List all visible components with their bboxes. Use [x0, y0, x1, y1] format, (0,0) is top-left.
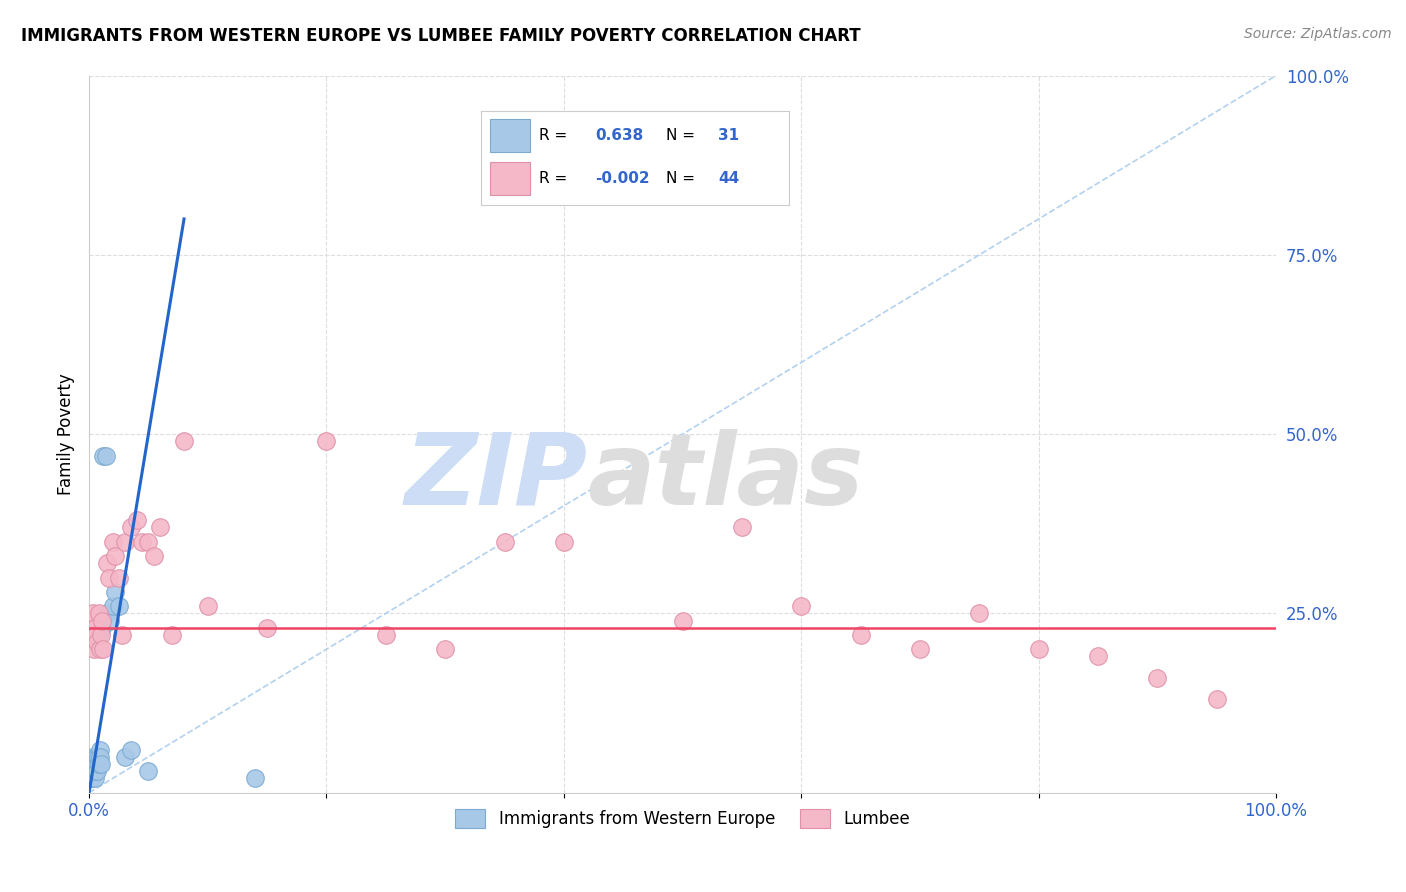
Point — [87, 749, 110, 764]
Text: IMMIGRANTS FROM WESTERN EUROPE VS LUMBEE FAMILY POVERTY CORRELATION CHART: IMMIGRANTS FROM WESTERN EUROPE VS LUMBEE… — [21, 27, 860, 45]
Legend: Immigrants from Western Europe, Lumbee: Immigrants from Western Europe, Lumbee — [449, 802, 917, 835]
Point — [79, 628, 101, 642]
Point — [101, 599, 124, 614]
Point — [83, 756, 105, 771]
Point — [84, 772, 107, 786]
Text: atlas: atlas — [588, 429, 865, 525]
Point — [149, 520, 172, 534]
Point — [82, 607, 104, 621]
Point — [91, 614, 114, 628]
Point — [1146, 671, 1168, 685]
Point — [138, 534, 160, 549]
Point — [96, 607, 118, 621]
Point — [84, 628, 107, 642]
Point — [114, 749, 136, 764]
Point — [1205, 692, 1227, 706]
Point — [197, 599, 219, 614]
Text: ZIP: ZIP — [405, 429, 588, 525]
Point — [671, 614, 693, 628]
Point — [98, 570, 121, 584]
Point — [104, 585, 127, 599]
Point — [86, 635, 108, 649]
Point — [120, 742, 142, 756]
Point — [138, 764, 160, 779]
Point — [111, 628, 134, 642]
Point — [107, 599, 129, 614]
Point — [82, 749, 104, 764]
Point — [256, 621, 278, 635]
Point — [86, 756, 108, 771]
Point — [94, 449, 117, 463]
Point — [120, 520, 142, 534]
Point — [374, 628, 396, 642]
Point — [87, 756, 110, 771]
Point — [434, 642, 457, 657]
Point — [104, 549, 127, 563]
Point — [80, 764, 103, 779]
Point — [160, 628, 183, 642]
Text: Source: ZipAtlas.com: Source: ZipAtlas.com — [1244, 27, 1392, 41]
Point — [143, 549, 166, 563]
Point — [1087, 649, 1109, 664]
Point — [315, 434, 337, 449]
Point — [89, 628, 111, 642]
Point — [90, 628, 112, 642]
Point — [114, 534, 136, 549]
Point — [80, 756, 103, 771]
Point — [173, 434, 195, 449]
Point — [84, 621, 107, 635]
Point — [969, 607, 991, 621]
Point — [80, 772, 103, 786]
Point — [82, 764, 104, 779]
Point — [83, 642, 105, 657]
Point — [89, 742, 111, 756]
Point — [80, 614, 103, 628]
Point — [1028, 642, 1050, 657]
Point — [84, 764, 107, 779]
Point — [100, 614, 122, 628]
Point — [107, 570, 129, 584]
Point — [89, 642, 111, 657]
Point — [79, 772, 101, 786]
Point — [731, 520, 754, 534]
Point — [90, 756, 112, 771]
Point — [125, 513, 148, 527]
Point — [91, 642, 114, 657]
Point — [89, 749, 111, 764]
Y-axis label: Family Poverty: Family Poverty — [58, 373, 75, 495]
Point — [96, 556, 118, 570]
Point — [83, 764, 105, 779]
Point — [91, 449, 114, 463]
Point — [87, 607, 110, 621]
Point — [245, 772, 267, 786]
Point — [908, 642, 931, 657]
Point — [849, 628, 872, 642]
Point — [494, 534, 516, 549]
Point — [553, 534, 575, 549]
Point — [86, 764, 108, 779]
Point — [131, 534, 153, 549]
Point — [84, 749, 107, 764]
Point — [790, 599, 813, 614]
Point — [91, 621, 114, 635]
Point — [101, 534, 124, 549]
